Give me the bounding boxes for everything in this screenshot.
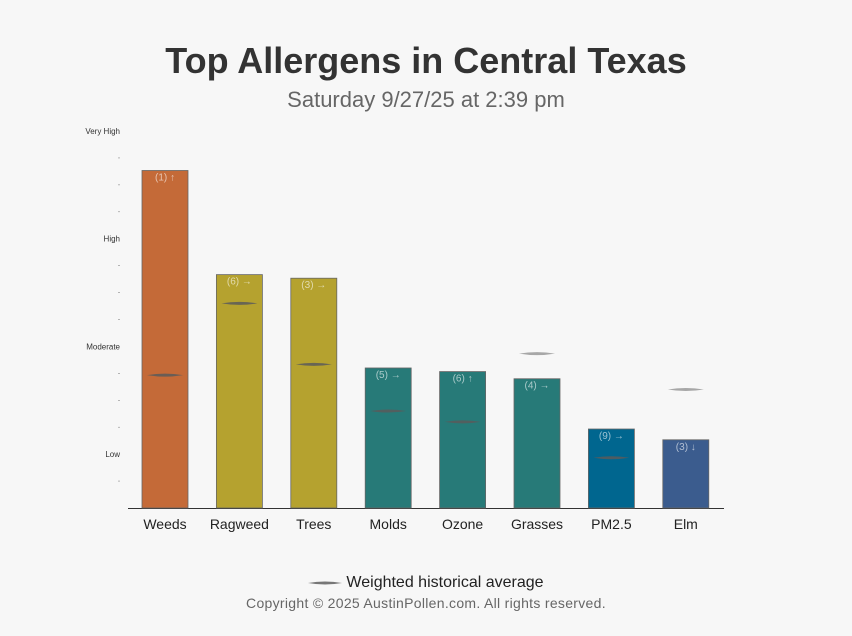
x-tick-label: Trees bbox=[296, 516, 331, 532]
x-tick-label: Weeds bbox=[143, 516, 186, 532]
historical-average-marker bbox=[667, 388, 704, 392]
bar-pm25 bbox=[588, 428, 635, 509]
x-tick-label: Ragweed bbox=[210, 516, 269, 532]
bar-ragweed bbox=[215, 274, 263, 509]
legend-label: Weighted historical average bbox=[346, 574, 544, 591]
x-tick-label: Grasses bbox=[511, 516, 563, 532]
bar-trees bbox=[290, 277, 338, 509]
historical-average-marker bbox=[295, 362, 332, 366]
historical-average-marker bbox=[147, 373, 183, 377]
x-tick-label: PM2.5 bbox=[591, 516, 632, 532]
historical-average-marker-icon bbox=[308, 581, 343, 585]
bar-data-label: (6) ↑ bbox=[453, 374, 473, 385]
y-level-label: Low bbox=[105, 450, 120, 459]
bar-weeds bbox=[141, 170, 189, 509]
y-level-label: Very High bbox=[85, 127, 120, 136]
y-level-label: Moderate bbox=[86, 342, 120, 351]
bar-data-label: (1) ↑ bbox=[155, 172, 175, 183]
bar-data-label: (4) → bbox=[525, 381, 550, 392]
bar-data-label: (6) → bbox=[227, 277, 252, 288]
bar-data-label: (3) → bbox=[301, 280, 326, 291]
historical-average-marker bbox=[593, 456, 630, 460]
copyright: Copyright © 2025 AustinPollen.com. All r… bbox=[246, 595, 606, 611]
chart-subtitle: Saturday 9/27/25 at 2:39 pm bbox=[287, 87, 565, 112]
bar-grasses bbox=[513, 378, 561, 509]
historical-average-marker bbox=[221, 301, 258, 305]
bar-data-label: (9) → bbox=[599, 431, 624, 442]
y-level-label: High bbox=[104, 235, 120, 244]
bar-data-label: (5) → bbox=[376, 370, 401, 381]
chart-title: Top Allergens in Central Texas bbox=[165, 40, 687, 81]
x-tick-label: Molds bbox=[370, 516, 407, 532]
x-tick-label: Ozone bbox=[442, 516, 483, 532]
legend: Weighted historical average bbox=[0, 574, 852, 592]
allergen-bar-chart: Low Moderate High Very High (1) ↑ Weeds (6) → R… bbox=[85, 127, 724, 532]
x-tick-label: Elm bbox=[674, 516, 698, 532]
historical-average-marker bbox=[519, 352, 555, 356]
bar-ozone bbox=[439, 371, 487, 509]
bar-molds bbox=[364, 367, 412, 509]
historical-average-marker bbox=[444, 420, 481, 424]
bar-elm bbox=[662, 439, 710, 509]
bar-data-label: (3) ↓ bbox=[676, 442, 696, 453]
historical-average-marker bbox=[370, 409, 407, 413]
